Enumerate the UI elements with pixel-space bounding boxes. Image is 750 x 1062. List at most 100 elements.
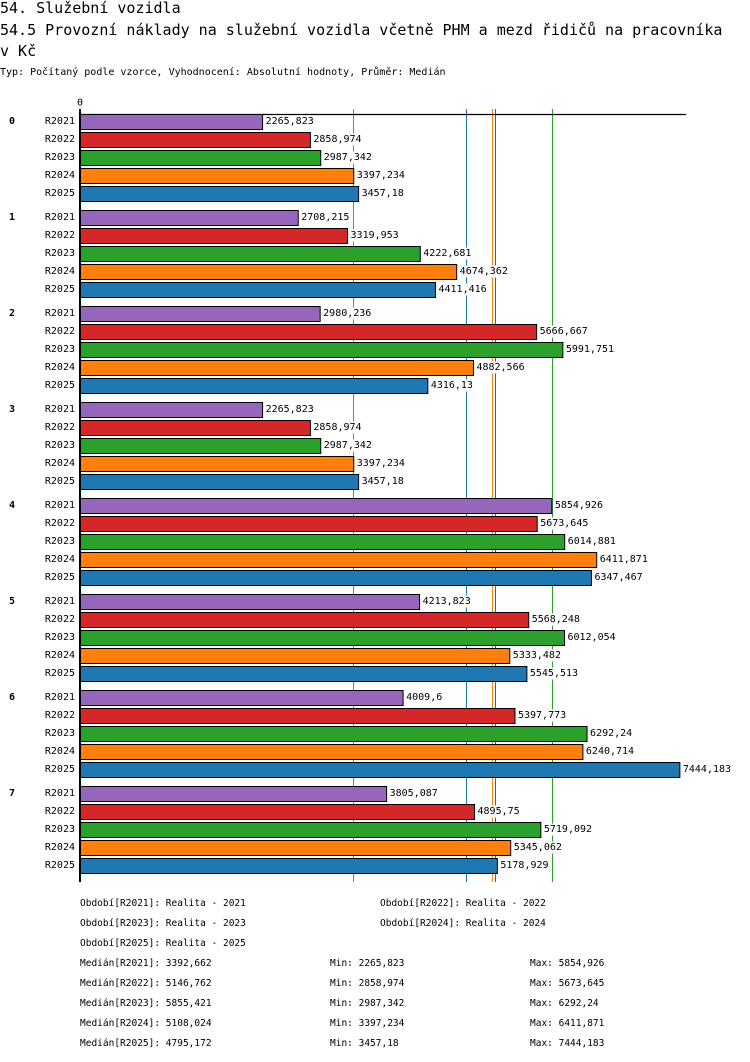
stat-median-r2024: Medián[R2024]: 5108,024 bbox=[80, 1018, 212, 1029]
category-label: R2022 bbox=[45, 710, 75, 721]
chart-subtitle: 54.5 Provozní náklady na služební vozidl… bbox=[0, 21, 723, 60]
category-label: R2023 bbox=[45, 440, 75, 451]
bar-g7-r2023 bbox=[80, 822, 542, 838]
bars bbox=[80, 114, 681, 874]
value-label-background bbox=[264, 115, 315, 128]
bar-g2-r2025 bbox=[80, 378, 429, 394]
bar-g1-r2021 bbox=[80, 210, 299, 226]
bar-g3-r2025 bbox=[80, 474, 360, 490]
category-label: R2022 bbox=[45, 422, 75, 433]
value-label-background bbox=[429, 379, 474, 392]
value-label-background bbox=[530, 613, 581, 626]
value-label-background bbox=[322, 439, 373, 452]
value-label-background bbox=[566, 631, 617, 644]
value-label: 5666,667 bbox=[540, 326, 588, 337]
bar-g1-r2022 bbox=[80, 228, 349, 244]
legend-item-r2022: Období[R2022]: Realita - 2022 bbox=[380, 898, 546, 909]
value-label: 6292,24 bbox=[590, 728, 632, 739]
category-label: R2022 bbox=[45, 806, 75, 817]
category-label: R2021 bbox=[45, 596, 75, 607]
bar-g4-r2024 bbox=[80, 552, 598, 568]
value-label-background bbox=[598, 553, 649, 566]
value-label: 6012,054 bbox=[567, 632, 615, 643]
bar-g2-r2021 bbox=[80, 306, 321, 322]
value-label: 5719,092 bbox=[544, 824, 592, 835]
category-label: R2023 bbox=[45, 248, 75, 259]
value-label-background bbox=[542, 823, 594, 836]
bar-g0-r2023 bbox=[80, 150, 322, 166]
value-label-background bbox=[422, 247, 473, 260]
value-label: 4411,416 bbox=[438, 284, 486, 295]
value-label: 3319,953 bbox=[351, 230, 399, 241]
stat-max-r2024: Max: 6411,871 bbox=[530, 1018, 605, 1029]
bar-g6-r2024 bbox=[80, 744, 584, 760]
bar-g4-r2025 bbox=[80, 570, 593, 586]
chart-meta-info: Typ: Počítaný podle vzorce, Vyhodnocení:… bbox=[0, 67, 446, 78]
value-label-background bbox=[264, 403, 315, 416]
category-label: R2024 bbox=[45, 842, 75, 853]
legend-item-r2024: Období[R2024]: Realita - 2024 bbox=[380, 918, 546, 929]
category-label: R2022 bbox=[45, 326, 75, 337]
value-label: 3457,18 bbox=[362, 476, 404, 487]
bar-g4-r2021 bbox=[80, 498, 553, 514]
value-label: 2708,215 bbox=[301, 212, 349, 223]
bar-g6-r2025 bbox=[80, 762, 681, 778]
bar-g2-r2022 bbox=[80, 324, 538, 340]
category-label: R2025 bbox=[45, 764, 75, 775]
value-label: 3457,18 bbox=[362, 188, 404, 199]
value-label: 3397,234 bbox=[357, 458, 405, 469]
value-label-background bbox=[566, 535, 617, 548]
category-label: R2023 bbox=[45, 728, 75, 739]
value-label-background bbox=[322, 307, 373, 320]
value-label: 6411,871 bbox=[600, 554, 648, 565]
bar-g5-r2025 bbox=[80, 666, 528, 682]
value-label: 5673,645 bbox=[540, 518, 588, 529]
bar-g3-r2021 bbox=[80, 402, 264, 418]
category-label: R2022 bbox=[45, 614, 75, 625]
legend-item-r2021: Období[R2021]: Realita - 2021 bbox=[80, 898, 246, 909]
value-label-background bbox=[437, 283, 488, 296]
category-label: R2024 bbox=[45, 362, 75, 373]
bar-g6-r2021 bbox=[80, 690, 404, 706]
group-label: 2 bbox=[9, 308, 15, 319]
bar-g3-r2022 bbox=[80, 420, 311, 436]
value-label-background bbox=[538, 325, 589, 338]
value-label-background bbox=[512, 841, 563, 854]
category-label: R2021 bbox=[45, 692, 75, 703]
value-label: 2858,974 bbox=[313, 134, 361, 145]
stat-median-r2022: Medián[R2022]: 5146,762 bbox=[80, 978, 212, 989]
stat-median-r2021: Medián[R2021]: 3392,662 bbox=[80, 958, 212, 969]
stat-min-r2022: Min: 2858,974 bbox=[330, 978, 405, 989]
bar-g3-r2024 bbox=[80, 456, 355, 472]
value-label: 4222,681 bbox=[423, 248, 471, 259]
value-label-background bbox=[312, 133, 363, 146]
page-title: 54. Služební vozidla bbox=[0, 0, 181, 17]
bar-g6-r2022 bbox=[80, 708, 516, 724]
category-label: R2025 bbox=[45, 668, 75, 679]
value-label-background bbox=[564, 343, 616, 356]
value-label-background bbox=[360, 475, 405, 488]
value-label-background bbox=[593, 571, 644, 584]
category-label: R2022 bbox=[45, 230, 75, 241]
bar-g4-r2023 bbox=[80, 534, 566, 550]
value-label-background bbox=[681, 763, 733, 776]
category-label: R2024 bbox=[45, 746, 75, 757]
bar-g1-r2024 bbox=[80, 264, 458, 280]
value-label: 6014,881 bbox=[568, 536, 616, 547]
value-label: 5333,482 bbox=[513, 650, 561, 661]
category-label: R2021 bbox=[45, 212, 75, 223]
stat-max-r2021: Max: 5854,926 bbox=[530, 958, 605, 969]
bar-g3-r2023 bbox=[80, 438, 322, 454]
group-label: 0 bbox=[9, 116, 15, 127]
value-label: 2980,236 bbox=[323, 308, 371, 319]
bar-g6-r2023 bbox=[80, 726, 588, 742]
value-label-background bbox=[349, 229, 400, 242]
value-label-background bbox=[360, 187, 405, 200]
value-label: 4895,75 bbox=[478, 806, 520, 817]
value-label-background bbox=[476, 805, 521, 818]
value-label-background bbox=[355, 169, 406, 182]
value-label-background bbox=[475, 361, 526, 374]
category-label: R2025 bbox=[45, 476, 75, 487]
value-label: 5345,062 bbox=[514, 842, 562, 853]
value-label-background bbox=[516, 709, 568, 722]
